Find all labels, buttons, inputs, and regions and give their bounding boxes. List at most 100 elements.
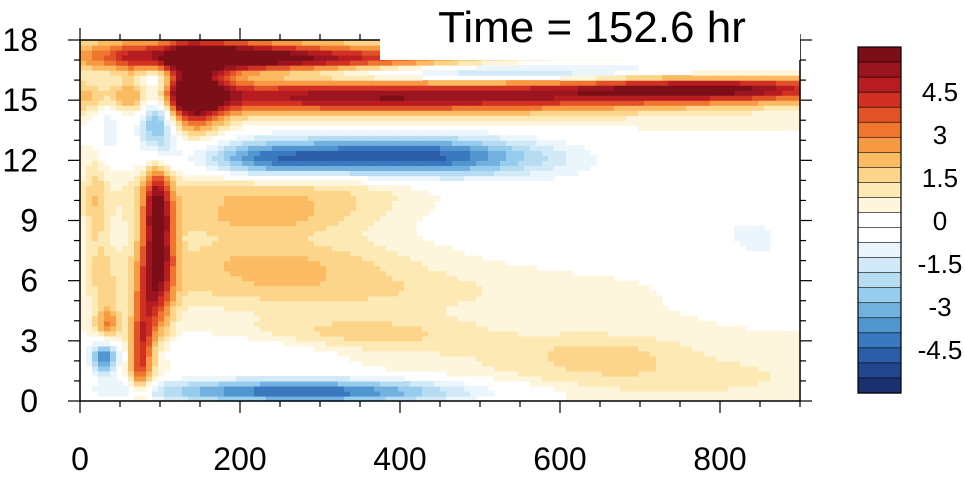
heatmap-cell: [158, 245, 165, 252]
heatmap-cell: [308, 330, 315, 337]
heatmap-cell: [236, 205, 243, 212]
heatmap-cell: [488, 290, 495, 297]
heatmap-cell: [578, 310, 585, 317]
heatmap-cell: [416, 385, 423, 392]
heatmap-cell: [410, 200, 417, 207]
heatmap-cell: [722, 370, 729, 377]
heatmap-cell: [104, 385, 111, 392]
heatmap-cell: [578, 290, 585, 297]
heatmap-cell: [380, 335, 387, 342]
heatmap-cell: [242, 275, 249, 282]
heatmap-cell: [212, 235, 219, 242]
heatmap-cell: [566, 390, 573, 397]
heatmap-cell: [524, 165, 531, 171]
heatmap-cell: [332, 275, 339, 282]
heatmap-cell: [92, 215, 99, 222]
heatmap-cell: [350, 215, 357, 222]
heatmap-cell: [290, 180, 297, 186]
heatmap-cell: [452, 370, 459, 377]
heatmap-cell: [296, 195, 303, 202]
heatmap-cell: [374, 385, 381, 392]
heatmap-cell: [416, 175, 423, 181]
heatmap-cell: [212, 395, 219, 402]
heatmap-cell: [80, 265, 87, 272]
heatmap-cell: [650, 325, 657, 332]
heatmap-cell: [290, 200, 297, 207]
heatmap-cell: [122, 200, 129, 207]
heatmap-cell: [404, 365, 411, 372]
heatmap-cell: [314, 105, 321, 111]
heatmap-cell: [242, 270, 249, 277]
heatmap-cell: [314, 375, 321, 382]
heatmap-cell: [140, 240, 147, 247]
heatmap-cell: [542, 355, 549, 362]
heatmap-cell: [350, 380, 357, 387]
heatmap-cell: [254, 135, 261, 141]
heatmap-cell: [494, 340, 501, 347]
heatmap-cell: [740, 380, 747, 387]
heatmap-cell: [170, 135, 177, 141]
heatmap-cell: [242, 310, 249, 317]
heatmap-cell: [554, 350, 561, 357]
heatmap-cell: [212, 305, 219, 312]
heatmap-cell: [326, 115, 333, 121]
heatmap-cell: [332, 180, 339, 186]
heatmap-cell: [452, 270, 459, 277]
heatmap-cell: [134, 265, 141, 272]
heatmap-cell: [344, 275, 351, 282]
heatmap-cell: [380, 170, 387, 176]
heatmap-cell: [158, 335, 165, 342]
heatmap-cell: [428, 155, 435, 161]
heatmap-cell: [740, 375, 747, 382]
heatmap-cell: [314, 385, 321, 392]
heatmap-cell: [548, 275, 555, 282]
heatmap-cell: [248, 190, 255, 197]
heatmap-cell: [728, 360, 735, 367]
heatmap-cell: [422, 110, 429, 116]
heatmap-cell: [524, 355, 531, 362]
heatmap-cell: [326, 245, 333, 252]
heatmap-cell: [734, 350, 741, 357]
heatmap-cell: [158, 255, 165, 262]
heatmap-cell: [710, 120, 717, 126]
heatmap-cell: [512, 285, 519, 292]
heatmap-cell: [170, 380, 177, 387]
heatmap-cell: [134, 365, 141, 372]
heatmap-cell: [506, 270, 513, 277]
heatmap-cell: [464, 275, 471, 282]
heatmap-cell: [248, 290, 255, 297]
heatmap-cell: [302, 220, 309, 227]
heatmap-cell: [656, 115, 663, 121]
heatmap-cell: [626, 355, 633, 362]
heatmap-cell: [212, 180, 219, 186]
heatmap-cell: [158, 240, 165, 247]
heatmap-cell: [152, 140, 159, 146]
heatmap-cell: [566, 355, 573, 362]
heatmap-cell: [374, 165, 381, 171]
heatmap-cell: [80, 180, 87, 186]
heatmap-cell: [548, 140, 555, 146]
heatmap-cell: [638, 340, 645, 347]
heatmap-cell: [326, 315, 333, 322]
heatmap-cell: [386, 375, 393, 382]
heatmap-cell: [476, 310, 483, 317]
heatmap-cell: [758, 380, 765, 387]
heatmap-cell: [152, 355, 159, 362]
heatmap-cell: [464, 390, 471, 397]
heatmap-cell: [224, 140, 231, 146]
heatmap-cell: [344, 230, 351, 237]
heatmap-cell: [302, 275, 309, 282]
heatmap-cell: [134, 240, 141, 247]
heatmap-cell: [446, 105, 453, 111]
heatmap-cell: [140, 145, 147, 151]
heatmap-cell: [188, 155, 195, 161]
heatmap-cell: [488, 330, 495, 337]
heatmap-cell: [530, 295, 537, 302]
heatmap-cell: [428, 360, 435, 367]
heatmap-cell: [134, 195, 141, 202]
heatmap-cell: [464, 95, 471, 101]
heatmap-cell: [710, 125, 717, 131]
heatmap-cell: [506, 370, 513, 377]
heatmap-cell: [446, 370, 453, 377]
heatmap-cell: [488, 340, 495, 347]
